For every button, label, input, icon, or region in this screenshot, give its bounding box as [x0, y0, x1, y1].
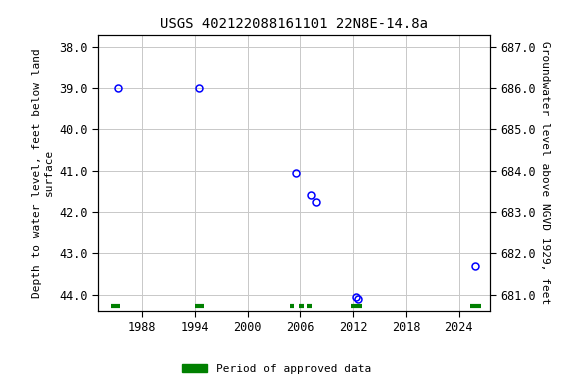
Title: USGS 402122088161101 22N8E-14.8a: USGS 402122088161101 22N8E-14.8a [160, 17, 428, 31]
Y-axis label: Groundwater level above NGVD 1929, feet: Groundwater level above NGVD 1929, feet [540, 41, 550, 305]
Y-axis label: Depth to water level, feet below land
surface: Depth to water level, feet below land su… [32, 48, 54, 298]
Legend: Period of approved data: Period of approved data [178, 359, 375, 379]
